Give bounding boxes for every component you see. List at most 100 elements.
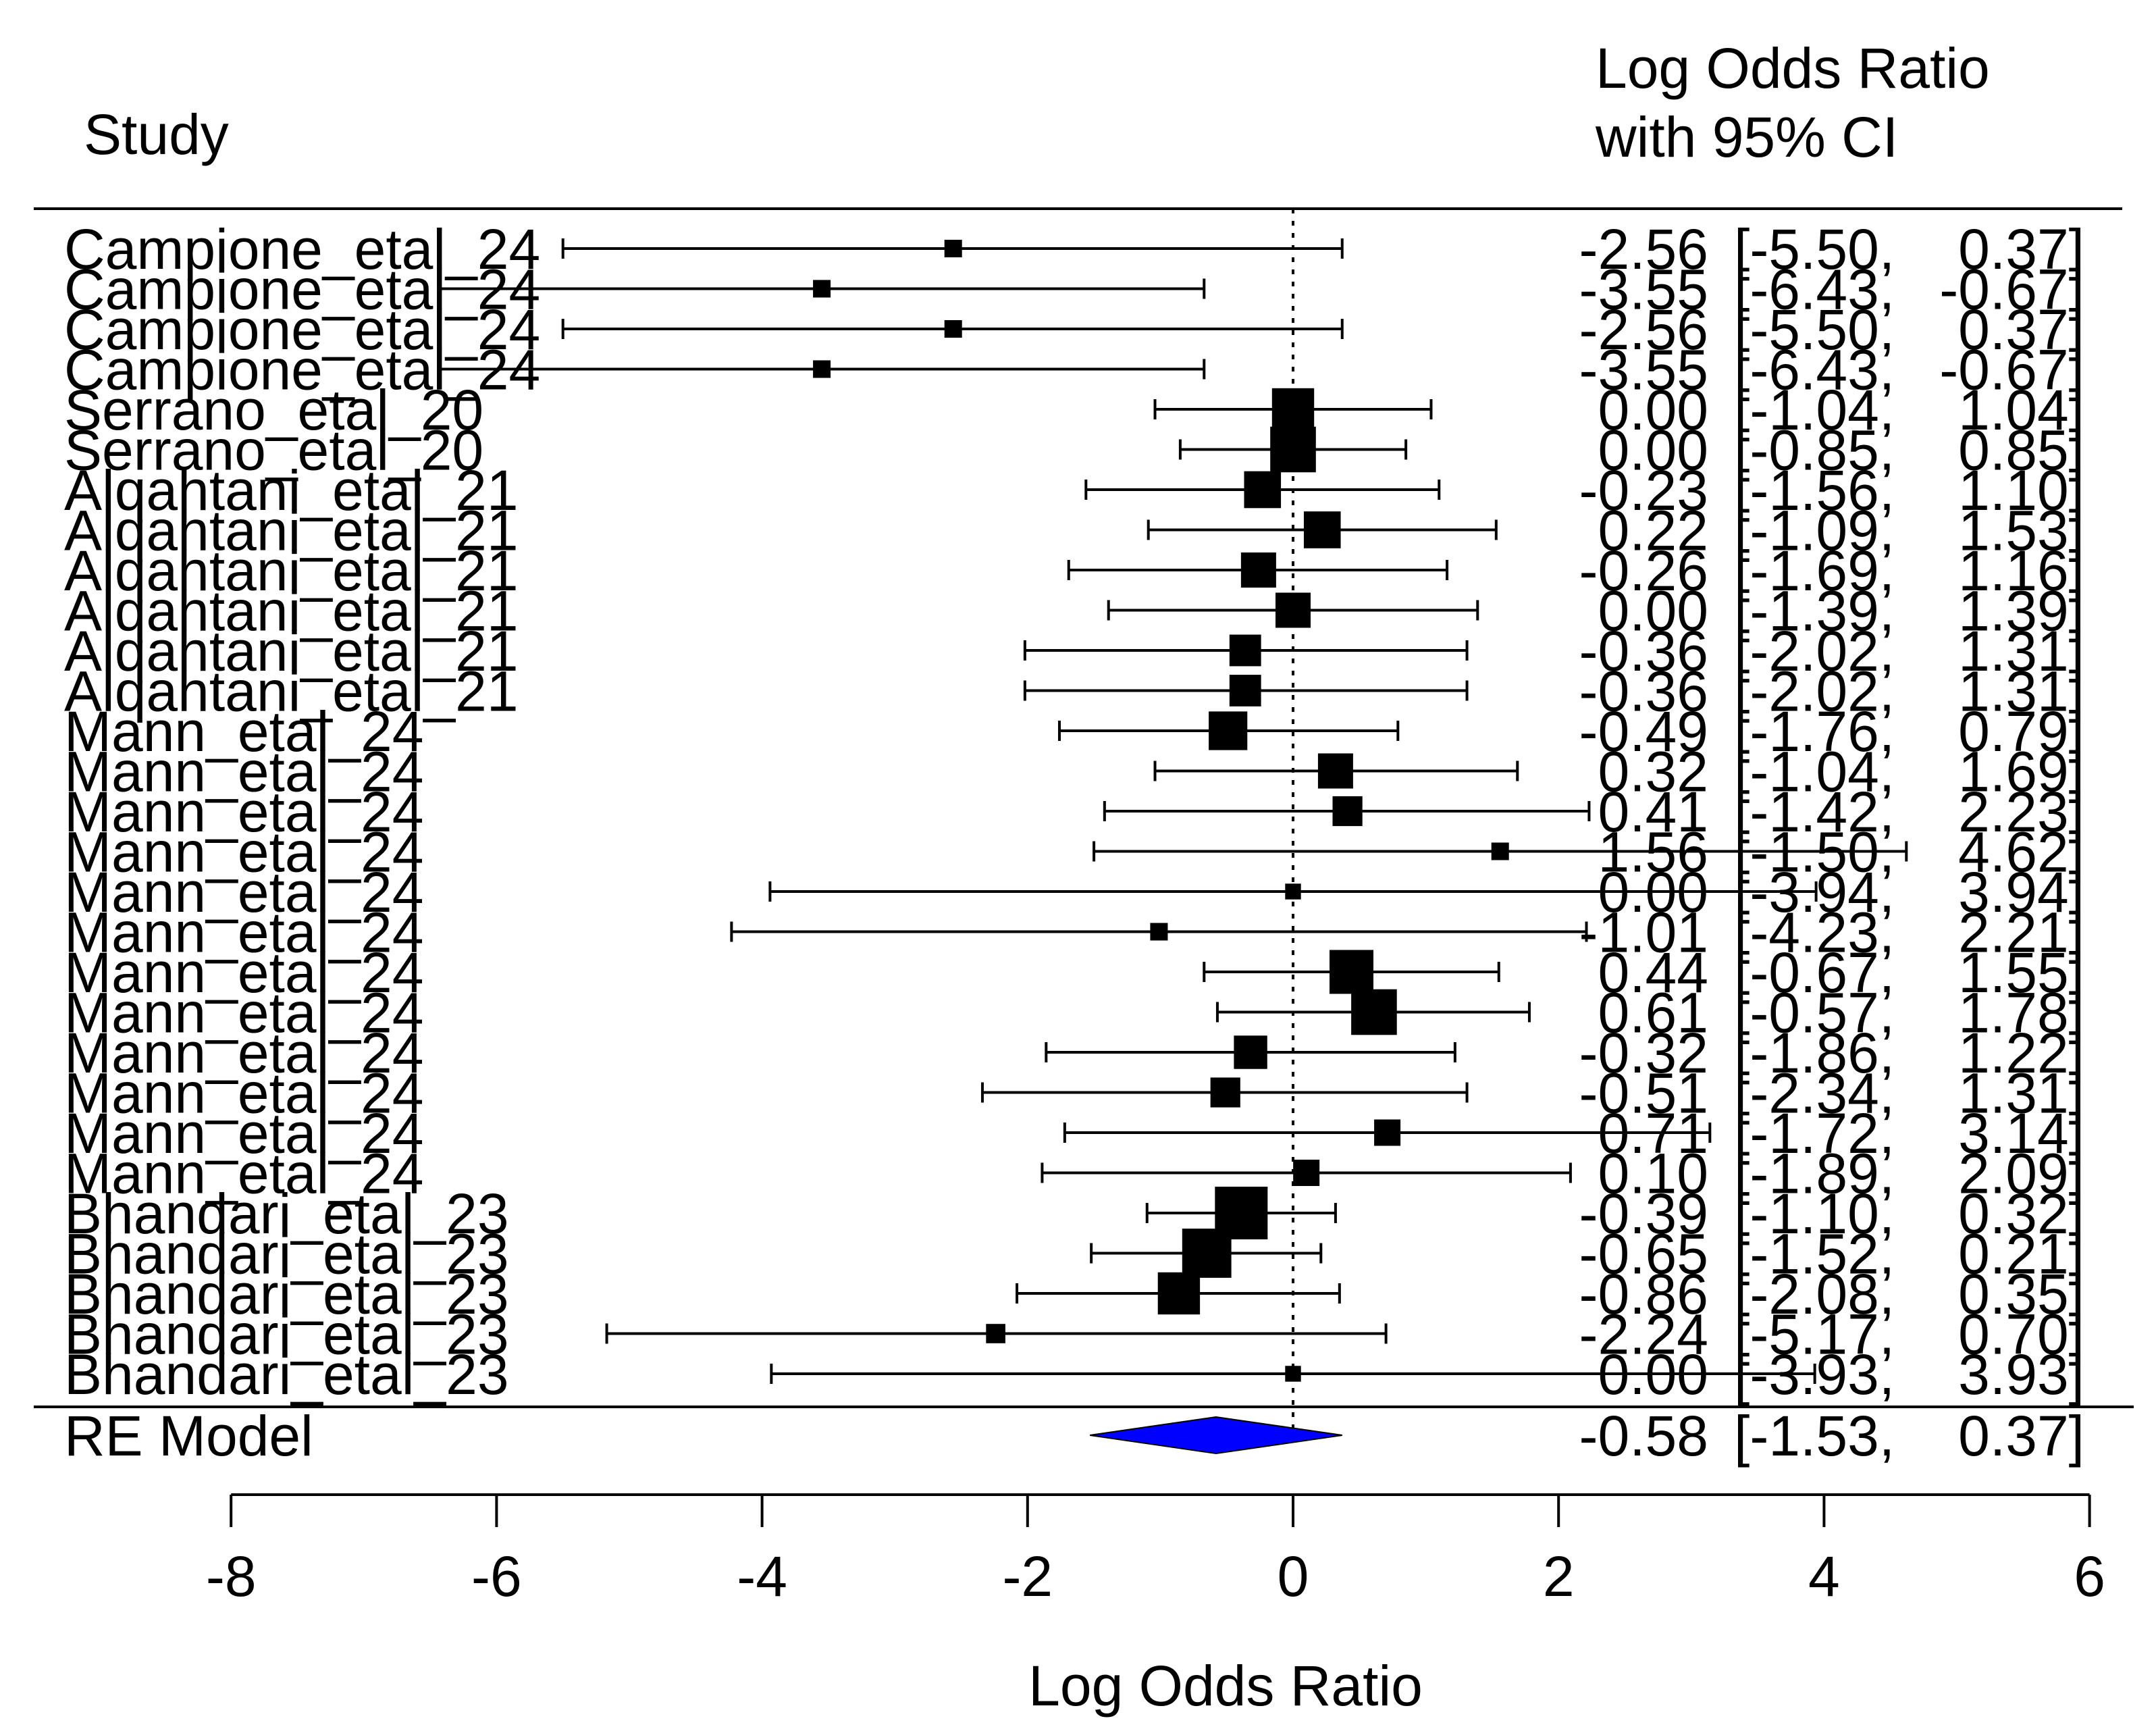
study-row: Serrano_etal_20 0.00 [-1.04, 1.04] [64,378,2084,442]
point-estimate [1150,923,1168,941]
point-estimate [1270,426,1316,473]
point-estimate [1157,1272,1201,1315]
summary-diamond [1090,1416,1342,1455]
estimate-value: 0.61 [1598,981,1709,1045]
ci-upper-value: -0.67] [1939,258,2084,321]
study-row: Bhandari_etal_23 -0.86 [-2.08, 0.35] [64,1262,2084,1326]
ci-lower-value: [-5.17, [1734,1303,1895,1366]
ci-lower-value: [-2.34, [1734,1062,1895,1125]
study-label: Mann_etal_24 [64,941,423,1004]
ci-upper-value: 1.22] [1958,1021,2084,1085]
study-label: Mann_etal_24 [64,740,423,804]
study-label: Mann_etal_24 [64,780,423,844]
estimate-value: -0.23 [1579,459,1708,522]
study-label: Bhandari_etal_23 [64,1262,509,1326]
ci-lower-value: [-1.52, [1734,1222,1895,1286]
ci-lower-value: [-2.08, [1734,1262,1895,1326]
study-row: Mann_etal_24 0.71 [-1.72, 3.14] [64,1102,2084,1165]
header-study: Study [84,103,229,166]
summary-ci-lower-value: [-1.53, [1734,1404,1895,1468]
estimate-value: 0.00 [1598,860,1709,924]
study-row: Alqahtani_etal_21 0.00 [-1.39, 1.39] [64,579,2084,643]
study-label: Alqahtani_etal_21 [64,579,519,643]
point-estimate [1234,1035,1267,1069]
point-estimate [1351,989,1397,1035]
study-row: Alqahtani_etal_21 -0.36 [-2.02, 1.31] [64,619,2084,683]
study-row: Mann_etal_24 -0.51 [-2.34, 1.31] [64,1062,2084,1125]
x-tick-label: 2 [1543,1545,1575,1608]
point-estimate [1182,1229,1232,1278]
study-label: Alqahtani_etal_21 [64,459,519,522]
ci-lower-value: [-1.72, [1734,1102,1895,1165]
study-label: Mann_etal_24 [64,821,423,884]
ci-lower-value: [-6.43, [1734,258,1895,321]
point-estimate [1374,1119,1401,1146]
ci-lower-value: [-3.94, [1734,860,1895,924]
point-estimate [1244,471,1282,509]
ci-upper-value: 1.31] [1958,1062,2084,1125]
estimate-value: -0.65 [1579,1222,1708,1286]
point-estimate [944,320,962,338]
point-estimate [1240,552,1276,588]
ci-lower-value: [-1.50, [1734,821,1895,884]
ci-lower-value: [-0.67, [1734,941,1895,1004]
ci-lower-value: [-1.76, [1734,700,1895,763]
ci-lower-value: [-1.86, [1734,1021,1895,1085]
study-row: Alqahtani_etal_21 -0.36 [-2.02, 1.31] [64,660,2084,723]
study-row: Mann_etal_24 -0.32 [-1.86, 1.22] [64,1021,2084,1085]
study-label: Serrano_etal_20 [64,378,483,442]
ci-upper-value: 1.04] [1958,378,2084,442]
ci-upper-value: 0.79] [1958,700,2084,763]
study-row: Serrano_etal_20 0.00 [-0.85, 0.85] [64,419,2084,482]
ci-upper-value: 0.85] [1958,419,2084,482]
study-row: Mann_etal_24 1.56 [-1.50, 4.62] [64,821,2084,884]
estimate-value: -0.49 [1579,700,1708,763]
estimate-value: -2.24 [1579,1303,1708,1366]
point-estimate [1271,388,1315,431]
estimate-value: 0.71 [1598,1102,1709,1165]
ci-upper-value: 3.94] [1958,860,2084,924]
study-row: Bhandari_etal_23 -0.65 [-1.52, 0.21] [64,1222,2084,1286]
x-tick-label: 0 [1278,1545,1309,1608]
x-tick-label: -4 [737,1545,787,1608]
estimate-value: 1.56 [1598,821,1709,884]
summary-ci-upper-value: 0.37] [1958,1404,2084,1468]
study-row: Alqahtani_etal_21 0.22 [-1.09, 1.53] [64,499,2084,563]
ci-lower-value: [-1.39, [1734,579,1895,643]
ci-upper-value: 1.53] [1958,499,2084,563]
ci-upper-value: 2.23] [1958,780,2084,844]
point-estimate [1229,634,1261,667]
study-row: Campione_etal_24 -2.56 [-5.50, 0.37] [64,217,2084,281]
study-row: Mann_etal_24 0.00 [-3.94, 3.94] [64,860,2084,924]
ci-lower-value: [-0.57, [1734,981,1895,1045]
ci-upper-value: 1.69] [1958,740,2084,804]
ci-lower-value: [-1.10, [1734,1182,1895,1245]
ci-upper-value: 1.31] [1958,660,2084,723]
point-estimate [813,280,831,298]
header-effect-line2: with 95% CI [1595,105,1898,169]
study-label: Mann_etal_24 [64,981,423,1045]
study-row: Mann_etal_24 -0.49 [-1.76, 0.79] [64,700,2084,763]
point-estimate [986,1324,1005,1343]
estimate-value: 0.00 [1598,419,1709,482]
ci-lower-value: [-1.89, [1734,1142,1895,1206]
study-row: Mann_etal_24 0.44 [-0.67, 1.55] [64,941,2084,1004]
ci-lower-value: [-1.04, [1734,740,1895,804]
study-row: Alqahtani_etal_21 -0.26 [-1.69, 1.16] [64,539,2084,602]
summary-row: RE Model -0.58 [-1.53, 0.37] [64,1404,2084,1468]
ci-upper-value: 0.37] [1958,217,2084,281]
estimate-value: -0.36 [1579,619,1708,683]
ci-upper-value: -0.67] [1939,338,2084,402]
estimate-value: -0.51 [1579,1062,1708,1125]
ci-lower-value: [-5.50, [1734,217,1895,281]
point-estimate [1303,511,1341,548]
point-estimate [1332,796,1363,827]
x-tick-label: -2 [1002,1545,1053,1608]
ci-upper-value: 1.78] [1958,981,2084,1045]
estimate-value: -0.36 [1579,660,1708,723]
study-label: Bhandari_etal_23 [64,1182,509,1245]
study-label: Mann_etal_24 [64,1021,423,1085]
point-estimate [1285,883,1301,900]
estimate-value: -0.86 [1579,1262,1708,1326]
point-estimate [813,360,831,378]
